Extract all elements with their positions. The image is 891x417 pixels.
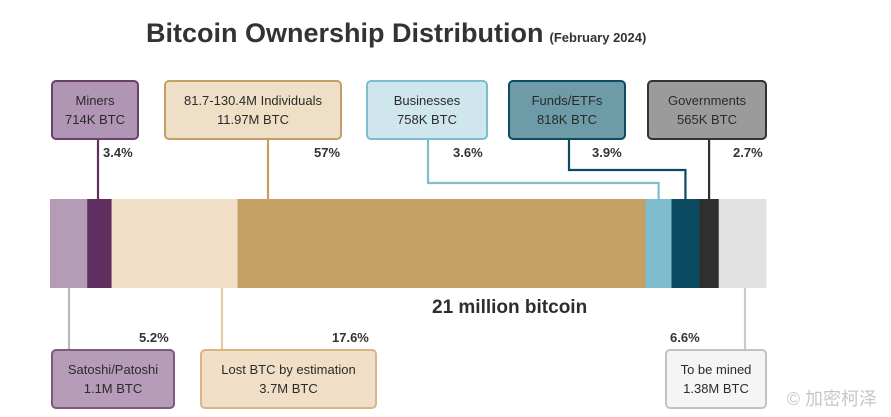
label-box-lost: Lost BTC by estimation 3.7M BTC [200,349,377,409]
percent-label-individuals: 57% [314,145,341,160]
percent-label-businesses: 3.6% [453,145,483,160]
chart-title-text: Bitcoin Ownership Distribution [146,18,544,48]
label-amount-businesses: 758K BTC [397,112,457,127]
bar-segment-satoshi [50,199,88,288]
total-supply-label: 21 million bitcoin [432,297,588,318]
percent-label-miners: 3.4% [103,145,133,160]
label-box-individuals: 81.7-130.4M Individuals 11.97M BTC [164,80,342,140]
label-name-individuals: 81.7-130.4M Individuals [183,92,323,108]
label-box-businesses: Businesses 758K BTC [366,80,488,140]
bar-segment-funds [671,199,700,288]
label-amount-funds: 818K BTC [537,112,597,127]
bar-segment-miners [87,199,112,288]
percent-label-tobemined: 6.6% [670,330,700,345]
label-box-miners: Miners 714K BTC [51,80,139,140]
label-amount-individuals: 11.97M BTC [216,112,289,127]
label-name-lost: Lost BTC by estimation [221,361,356,377]
label-name-satoshi: Satoshi/Patoshi [67,361,159,377]
bar-segment-individuals [237,199,647,288]
connector-businesses [426,140,660,199]
label-name-funds: Funds/ETFs [531,92,603,108]
bar-segment-businesses [645,199,672,288]
chart-subtitle: (February 2024) [549,30,647,45]
bar-segment-lost [111,199,238,288]
label-box-satoshi: Satoshi/Patoshi 1.1M BTC [51,349,175,409]
label-name-governments: Governments [667,92,747,108]
chart-title: Bitcoin Ownership Distribution (February … [146,18,646,49]
label-name-tobemined: To be mined [680,361,752,377]
label-amount-lost: 3.7M BTC [259,381,318,396]
label-box-tobemined: To be mined 1.38M BTC [665,349,767,409]
percent-label-governments: 2.7% [733,145,763,160]
percent-label-lost: 17.6% [332,330,369,345]
label-amount-tobemined: 1.38M BTC [683,381,749,396]
label-amount-governments: 565K BTC [677,112,737,127]
label-box-governments: Governments 565K BTC [647,80,767,140]
bar-segment-tobemined [718,199,767,288]
percent-label-satoshi: 5.2% [139,330,169,345]
label-name-miners: Miners [75,92,115,108]
percent-label-funds: 3.9% [592,145,622,160]
label-box-funds: Funds/ETFs 818K BTC [508,80,626,140]
label-amount-miners: 714K BTC [65,112,125,127]
bar-segment-governments [699,199,720,288]
label-name-businesses: Businesses [393,92,461,108]
label-amount-satoshi: 1.1M BTC [83,381,143,396]
watermark: © 加密柯泽 [786,389,877,409]
connector-funds [567,140,687,199]
